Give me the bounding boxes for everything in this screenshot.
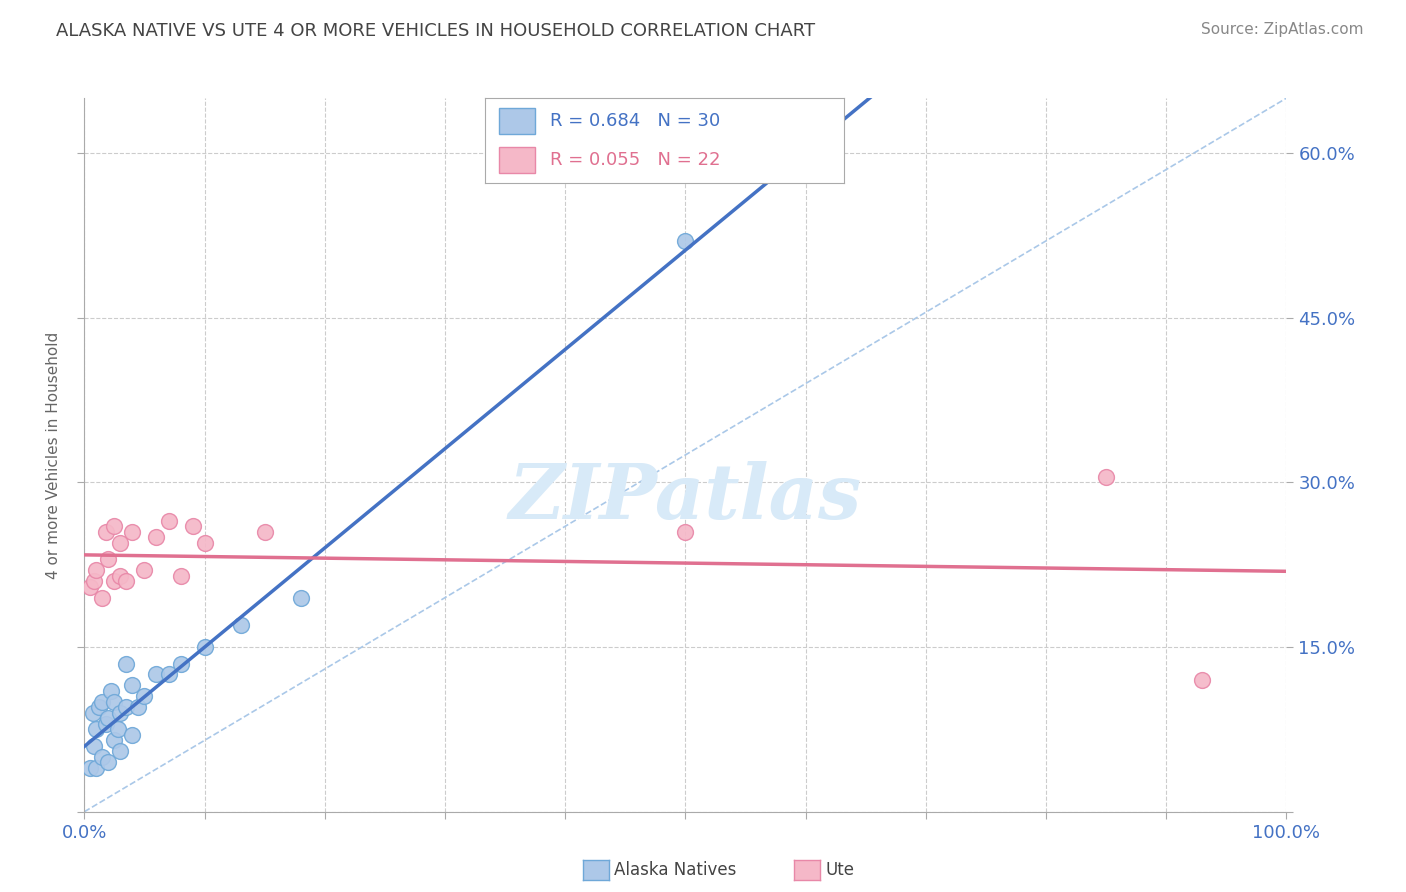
Point xyxy=(157,514,180,528)
Point xyxy=(675,234,697,248)
Point xyxy=(145,667,167,681)
Point xyxy=(97,756,120,770)
Point xyxy=(79,580,101,594)
Point xyxy=(91,591,114,605)
Point xyxy=(181,519,204,533)
Point xyxy=(100,684,122,698)
Point xyxy=(121,678,143,692)
Text: Alaska Natives: Alaska Natives xyxy=(614,861,737,879)
Point xyxy=(83,739,105,753)
Point xyxy=(79,761,101,775)
Point xyxy=(127,700,149,714)
Point xyxy=(115,657,138,671)
Point xyxy=(169,568,191,582)
Text: Ute: Ute xyxy=(825,861,855,879)
Point xyxy=(1191,673,1213,687)
Text: R = 0.055   N = 22: R = 0.055 N = 22 xyxy=(550,151,720,169)
Bar xyxy=(499,108,536,134)
Y-axis label: 4 or more Vehicles in Household: 4 or more Vehicles in Household xyxy=(46,331,62,579)
Text: ALASKA NATIVE VS UTE 4 OR MORE VEHICLES IN HOUSEHOLD CORRELATION CHART: ALASKA NATIVE VS UTE 4 OR MORE VEHICLES … xyxy=(56,22,815,40)
Point xyxy=(253,524,276,539)
Point xyxy=(103,733,125,747)
Point xyxy=(83,574,105,589)
Text: R = 0.684   N = 30: R = 0.684 N = 30 xyxy=(550,112,720,130)
Point xyxy=(1095,470,1118,484)
Point xyxy=(97,552,120,566)
Point xyxy=(97,711,120,725)
Point xyxy=(229,618,252,632)
Point xyxy=(121,524,143,539)
Point xyxy=(110,568,132,582)
Point xyxy=(157,667,180,681)
Point xyxy=(103,574,125,589)
Point xyxy=(121,728,143,742)
Point xyxy=(91,749,114,764)
Point xyxy=(86,761,108,775)
Point xyxy=(194,640,217,654)
Point xyxy=(94,524,117,539)
Point xyxy=(82,706,104,720)
Point xyxy=(134,563,156,577)
Point xyxy=(86,723,108,737)
Point xyxy=(107,723,129,737)
Point xyxy=(103,695,125,709)
Point xyxy=(194,535,217,549)
Point xyxy=(110,535,132,549)
Bar xyxy=(499,147,536,173)
Point xyxy=(86,563,108,577)
Point xyxy=(91,695,114,709)
Point xyxy=(134,690,156,704)
Point xyxy=(169,657,191,671)
Point xyxy=(94,717,117,731)
Point xyxy=(87,700,110,714)
Point xyxy=(145,530,167,544)
Text: Source: ZipAtlas.com: Source: ZipAtlas.com xyxy=(1201,22,1364,37)
Point xyxy=(675,524,697,539)
Point xyxy=(290,591,312,605)
Point xyxy=(115,700,138,714)
Point xyxy=(110,744,132,758)
Point xyxy=(115,574,138,589)
Point xyxy=(110,706,132,720)
Text: ZIPatlas: ZIPatlas xyxy=(509,461,862,534)
Point xyxy=(103,519,125,533)
